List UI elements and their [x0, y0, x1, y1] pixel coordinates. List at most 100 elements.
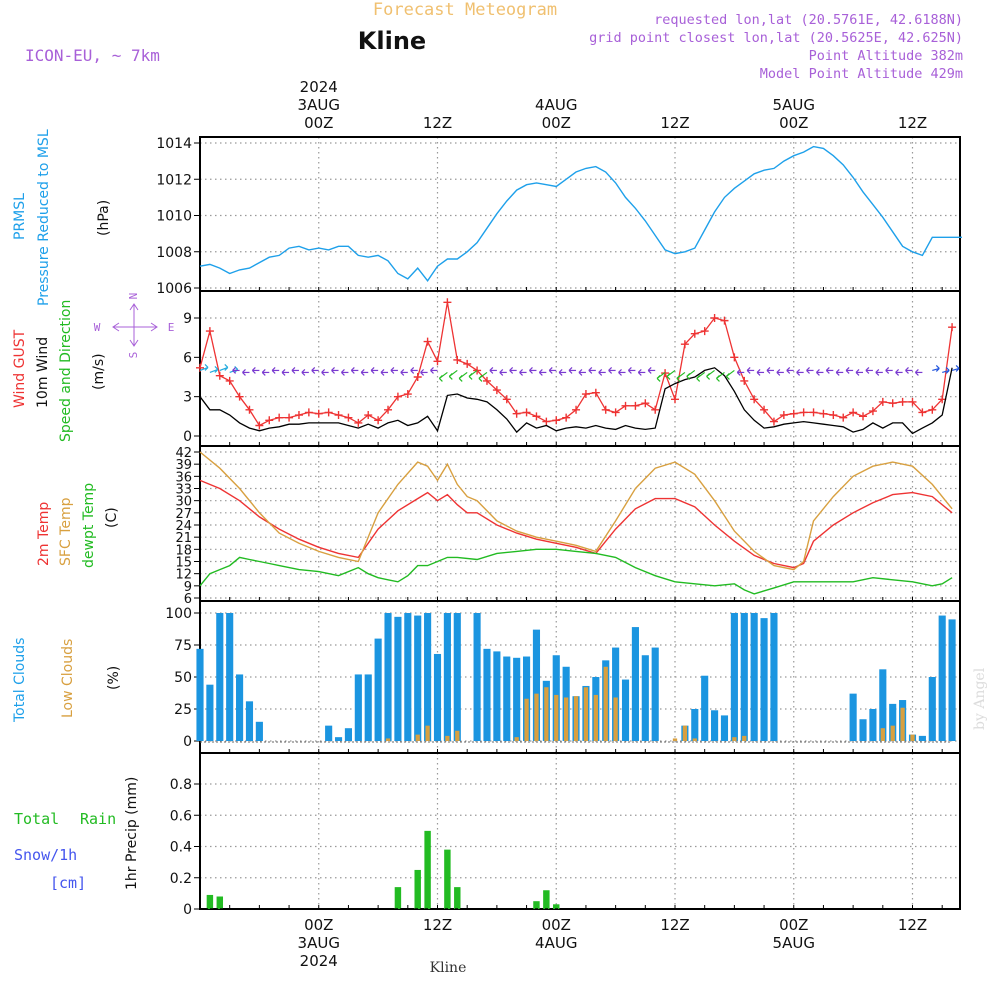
low-cloud-bar	[732, 737, 737, 741]
time-label: 00Z	[304, 916, 333, 934]
wind-direction-arrowhead	[568, 367, 573, 374]
gust-marker	[859, 412, 868, 421]
chart-subtitle: Forecast Meteogram	[373, 0, 557, 20]
pressure-series	[199, 145, 962, 282]
low-cloud-bar	[682, 725, 688, 741]
wind-direction-arrowhead	[786, 367, 791, 374]
total-cloud-bar	[928, 677, 936, 741]
wind-direction-arrowhead	[390, 367, 395, 374]
low-cloud-bar	[564, 697, 569, 741]
y-tick-label: 6	[184, 592, 192, 607]
time-label: 2024	[300, 952, 338, 970]
wind-direction-arrowhead	[618, 369, 622, 376]
time-label: 12Z	[423, 916, 452, 934]
panel-frame	[199, 136, 961, 292]
low-cloud-bar	[603, 666, 608, 741]
compass-east-head	[150, 322, 158, 332]
y-tick-label: 12	[175, 568, 192, 583]
wind-direction-arrowhead	[825, 367, 830, 374]
gust-marker	[522, 408, 531, 417]
time-label: 4AUG	[535, 934, 577, 952]
gust-marker	[492, 386, 501, 395]
wind-unit: (m/s)	[91, 353, 107, 390]
gust-marker	[453, 355, 462, 364]
time-label: 12Z	[660, 114, 689, 132]
wind-direction-arrowhead	[410, 367, 415, 374]
rain-bar	[543, 890, 550, 909]
time-label: 3AUG	[298, 96, 340, 114]
low-cloud-bar	[415, 734, 420, 741]
total-cloud-bar	[532, 629, 541, 741]
wind-direction-arrowhead	[232, 367, 237, 374]
gust-marker	[769, 417, 778, 426]
10m-wind-line	[199, 367, 953, 435]
watermark: by Angel	[972, 667, 988, 730]
total-cloud-bar	[948, 619, 956, 741]
total-clouds-label: Total Clouds	[12, 638, 28, 723]
wind-compass: W E N S	[94, 293, 175, 359]
time-label: 12Z	[660, 916, 689, 934]
rain-bar	[533, 901, 540, 909]
total-cloud-bar	[384, 613, 392, 741]
time-label: 2024	[300, 78, 338, 96]
grid-point-coords: grid point closest lon,lat (20.5625E, 42…	[589, 30, 963, 46]
wind-direction-arrowhead	[478, 375, 483, 382]
wind-direction-arrowhead	[855, 369, 860, 376]
panel-frame	[199, 752, 961, 910]
wind-direction-arrowhead	[835, 369, 840, 376]
gust-marker	[374, 416, 383, 425]
time-label: 4AUG	[535, 96, 577, 114]
total-cloud-bar	[404, 613, 412, 741]
compass-north: N	[127, 293, 140, 300]
y-tick-label: 1012	[156, 172, 192, 188]
low-cloud-bar	[524, 698, 529, 741]
rain-bar	[424, 830, 431, 909]
low-cloud-bar	[692, 738, 697, 741]
y-tick-label: 1006	[156, 281, 192, 297]
gust-marker	[730, 353, 739, 362]
wind-direction-arrowhead	[716, 375, 720, 382]
wind-direction-arrowhead	[945, 367, 950, 374]
y-tick-label: 42	[175, 446, 192, 461]
gust-marker	[680, 340, 689, 349]
gust-marker	[819, 409, 828, 418]
wind-direction-arrowhead	[696, 375, 701, 382]
time-label: 00Z	[542, 114, 571, 132]
wind-direction-arrowhead	[242, 369, 246, 376]
gust-marker	[611, 408, 620, 417]
total-cloud-bar	[711, 710, 719, 741]
wind-direction-arrowhead	[578, 369, 583, 376]
gust-marker	[809, 408, 818, 417]
gust-marker	[473, 366, 482, 375]
wind-direction-arrowhead	[331, 367, 335, 374]
wind-direction-arrowhead	[816, 369, 820, 376]
wind-direction-arrowhead	[666, 373, 671, 380]
gust-marker	[225, 376, 234, 385]
wind-direction-arrowhead	[608, 367, 613, 374]
wind-direction-arrowhead	[458, 375, 463, 382]
gust-marker	[601, 405, 610, 414]
total-cloud-bar	[750, 613, 758, 741]
gust-marker	[918, 408, 927, 417]
total-cloud-bar	[245, 701, 254, 741]
wind-direction-arrowhead	[725, 373, 730, 380]
wind-direction-arrowhead	[370, 367, 375, 374]
wind-direction-arrowhead	[766, 367, 771, 374]
wind-direction-arrowhead	[291, 367, 296, 374]
gust-marker	[245, 405, 254, 414]
wind-direction-arrowhead	[598, 369, 603, 376]
wind-direction-arrowhead	[935, 365, 940, 372]
total-cloud-bar	[879, 669, 887, 741]
wind-direction-arrowhead	[341, 369, 345, 376]
precip-unit: 1hr Precip (mm)	[124, 777, 140, 890]
gust-marker	[354, 418, 363, 427]
low-cloud-bar	[890, 725, 895, 741]
low-cloud-bar	[900, 707, 905, 741]
pressure-panel: 1006 1008 1010 1012 1014	[156, 136, 961, 297]
rain-bar	[394, 887, 402, 909]
chart-panels: 1006100810101012101403696912151821242730…	[156, 136, 962, 918]
pressure-line	[199, 145, 962, 282]
